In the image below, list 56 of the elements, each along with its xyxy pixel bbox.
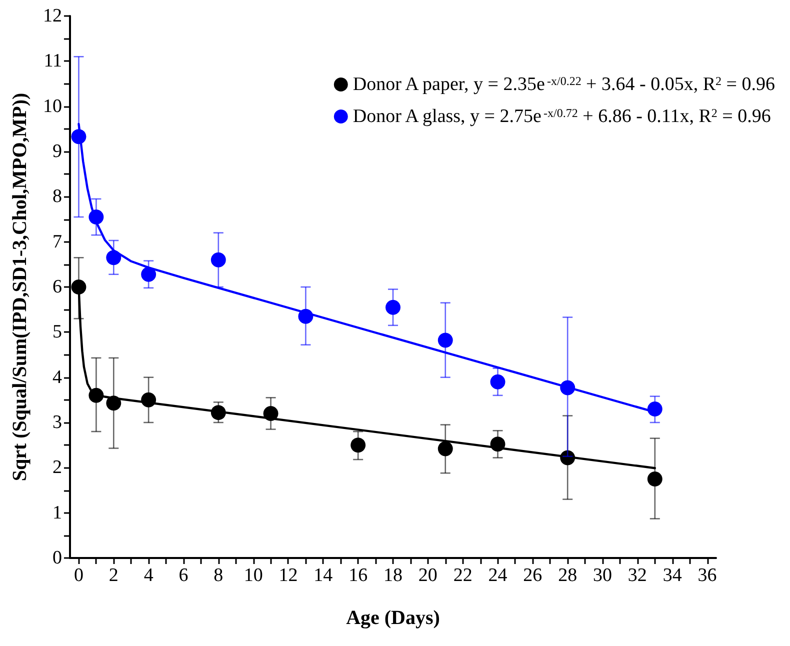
y-tick-label: 12 bbox=[43, 6, 62, 26]
x-tick-label: 0 bbox=[74, 565, 84, 586]
x-tick-label: 8 bbox=[214, 565, 224, 586]
x-tick-label: 12 bbox=[278, 565, 298, 586]
y-tick-label: 3 bbox=[52, 412, 62, 433]
y-tick-label: 7 bbox=[52, 231, 62, 252]
x-tick-label: 16 bbox=[348, 565, 368, 586]
y-tick-label: 1 bbox=[52, 502, 62, 524]
x-tick-label: 36 bbox=[698, 565, 717, 586]
x-tick-label: 30 bbox=[593, 565, 612, 586]
x-axis-title: Age (Days) bbox=[346, 607, 440, 629]
point bbox=[386, 300, 400, 315]
y-tick-label: 11 bbox=[44, 50, 62, 72]
point bbox=[647, 471, 662, 486]
x-tick-label: 14 bbox=[314, 565, 334, 586]
point bbox=[88, 388, 104, 403]
y-tick-label: 2 bbox=[52, 457, 62, 478]
point bbox=[263, 406, 278, 421]
point bbox=[560, 450, 576, 466]
point bbox=[438, 441, 453, 456]
point bbox=[350, 438, 366, 453]
point bbox=[298, 308, 314, 324]
y-tick-label: 5 bbox=[52, 322, 62, 343]
point bbox=[141, 392, 156, 408]
point bbox=[490, 436, 506, 452]
y-tick-label: 6 bbox=[52, 276, 62, 298]
x-tick-label: 22 bbox=[453, 565, 472, 586]
point bbox=[88, 209, 104, 224]
x-tick-label: 24 bbox=[488, 565, 508, 586]
x-tick-label: 20 bbox=[418, 565, 438, 586]
point bbox=[490, 374, 506, 390]
point bbox=[210, 252, 226, 268]
x-tick-label: 4 bbox=[144, 565, 154, 586]
y-tick-label: 4 bbox=[52, 366, 62, 388]
y-tick-label: 0 bbox=[52, 548, 62, 568]
point bbox=[106, 250, 122, 266]
y-tick-label: 9 bbox=[52, 141, 62, 162]
x-tick-label: 18 bbox=[384, 565, 402, 586]
x-tick-label: 10 bbox=[244, 565, 263, 586]
x-tick-label: 28 bbox=[558, 565, 578, 586]
x-tick-label: 6 bbox=[178, 565, 188, 586]
point bbox=[71, 129, 86, 144]
x-tick-label: 26 bbox=[523, 565, 542, 586]
x-tick-label: 34 bbox=[662, 565, 682, 586]
point bbox=[438, 332, 453, 348]
point bbox=[106, 396, 122, 411]
point bbox=[560, 380, 576, 396]
point bbox=[141, 266, 156, 282]
point bbox=[647, 401, 662, 416]
y-tick-label: 10 bbox=[43, 96, 62, 117]
y-tick-label: 8 bbox=[52, 186, 62, 208]
point bbox=[71, 280, 86, 294]
y-axis-title: Sqrt (Squal/Sum(IPD,SD1-3,Chol,MPO,MP)) bbox=[9, 92, 31, 482]
x-tick-label: 2 bbox=[108, 565, 118, 586]
point bbox=[210, 405, 226, 420]
x-tick-label: 32 bbox=[628, 565, 647, 586]
